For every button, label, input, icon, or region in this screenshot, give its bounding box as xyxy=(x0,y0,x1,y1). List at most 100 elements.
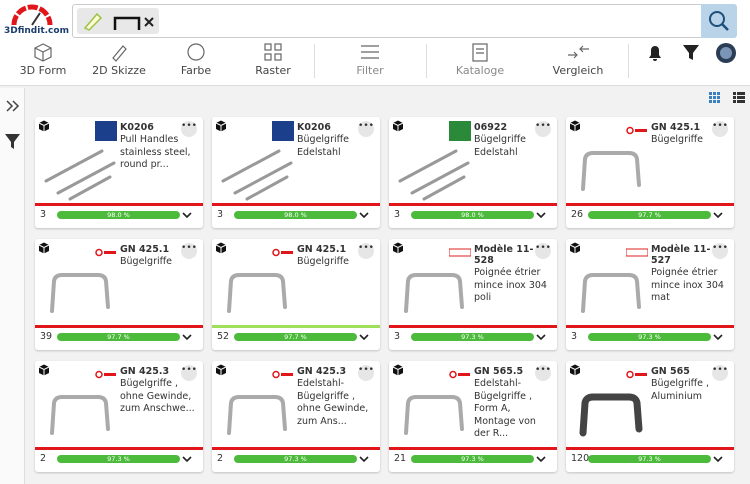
divider xyxy=(212,325,380,328)
part-number: GN 565.5 xyxy=(474,366,524,377)
product-image xyxy=(579,393,643,437)
shape-icon xyxy=(113,16,154,30)
brand-logo xyxy=(95,370,117,379)
variant-count: 26 xyxy=(571,209,584,220)
toolbar-button[interactable]: Farbe xyxy=(180,64,212,77)
result-card[interactable]: Modèle 11-527 Poignée étrier mince inox 3… xyxy=(566,239,734,350)
result-card[interactable]: GN 425.3 Edelstahl-Bügelgriffe , ohne Gew… xyxy=(212,361,380,472)
part-description: Bügelgriffe xyxy=(651,134,704,145)
sketch-chip[interactable] xyxy=(77,8,159,34)
match-bar: 98.0 % xyxy=(57,211,180,219)
result-card[interactable]: K0206 Pull Handles stainless steel, round… xyxy=(35,117,203,228)
result-card[interactable]: K0206 Bügelgriffe Edelstahl ••• 3 98.0 % xyxy=(212,117,380,228)
part-description: Poignée étrier mince inox 304 mat xyxy=(651,267,724,303)
result-card[interactable]: GN 425.1 Bügelgriffe ••• 26 97.7 % xyxy=(566,117,734,228)
expand-icon[interactable] xyxy=(358,210,370,220)
expand-icon[interactable] xyxy=(712,210,724,220)
part-number: GN 425.1 xyxy=(651,122,701,133)
result-card[interactable]: GN 565 Bügelgriffe , Aluminium ••• 120 97.3 … xyxy=(566,361,734,472)
expand-icon[interactable] xyxy=(535,332,547,342)
match-bar: 97.3 % xyxy=(411,455,534,463)
toolbar-button[interactable]: Vergleich xyxy=(552,64,604,77)
product-image xyxy=(404,273,464,313)
more-button[interactable]: ••• xyxy=(181,365,197,381)
variant-count: 2 xyxy=(217,453,224,464)
variant-count: 39 xyxy=(40,331,53,342)
toolbar-button[interactable]: Raster xyxy=(255,64,291,77)
more-button[interactable]: ••• xyxy=(712,365,728,381)
toolbar-button[interactable]: Kataloge xyxy=(455,64,505,77)
part-description: Bügelgriffe , ohne Gewinde, zum Anschwe.… xyxy=(120,378,195,414)
more-button[interactable]: ••• xyxy=(181,121,197,137)
expand-icon[interactable] xyxy=(358,332,370,342)
expand-icon[interactable] xyxy=(181,332,193,342)
part-description: Edelstahl-Bügelgriffe , Form A, Montage … xyxy=(474,378,536,439)
brand-logo xyxy=(449,121,471,141)
search-button[interactable] xyxy=(701,4,737,38)
part-number: GN 425.3 xyxy=(120,366,170,377)
toolbar-button[interactable]: 3D Form xyxy=(19,64,67,77)
product-image xyxy=(398,149,470,201)
toolbar-button[interactable]: 2D Skizze xyxy=(92,64,146,77)
divider xyxy=(566,325,734,328)
expand-icon[interactable] xyxy=(535,210,547,220)
match-bar: 97.3 % xyxy=(411,333,534,341)
cube-icon xyxy=(569,242,581,254)
expand-icon[interactable] xyxy=(712,332,724,342)
variant-count: 52 xyxy=(217,331,230,342)
more-button[interactable]: ••• xyxy=(712,121,728,137)
cube-icon xyxy=(392,364,404,376)
part-description: Bügelgriffe xyxy=(297,256,350,267)
more-button[interactable]: ••• xyxy=(712,243,728,259)
brand-logo xyxy=(95,248,117,257)
expand-icon[interactable] xyxy=(181,210,193,220)
variant-count: 3 xyxy=(40,209,47,220)
result-card[interactable]: GN 425.3 Bügelgriffe , ohne Gewinde, zum … xyxy=(35,361,203,472)
variant-count: 3 xyxy=(394,331,401,342)
match-bar: 98.0 % xyxy=(234,211,357,219)
result-card[interactable]: GN 425.1 Bügelgriffe ••• 39 97.7 % xyxy=(35,239,203,350)
part-number: 06922 xyxy=(474,122,508,133)
logo-text[interactable]: 3Dfindit.com xyxy=(4,26,69,36)
expand-icon[interactable] xyxy=(535,454,547,464)
toolbar-button[interactable]: Filter xyxy=(356,64,384,77)
variant-count: 3 xyxy=(571,331,578,342)
brand-logo xyxy=(626,248,648,257)
cube-icon xyxy=(569,120,581,132)
part-number: GN 565 xyxy=(651,366,690,377)
more-button[interactable]: ••• xyxy=(535,243,551,259)
part-description: Poignée étrier mince inox 304 poli xyxy=(474,267,547,303)
variant-count: 120 xyxy=(571,453,590,464)
cube-icon xyxy=(215,242,227,254)
more-button[interactable]: ••• xyxy=(358,243,374,259)
part-number: GN 425.1 xyxy=(297,244,347,255)
more-button[interactable]: ••• xyxy=(535,365,551,381)
part-number: Modèle 11-528 xyxy=(474,244,534,266)
brand-logo xyxy=(449,370,471,379)
divider xyxy=(566,203,734,206)
more-button[interactable]: ••• xyxy=(181,243,197,259)
result-card[interactable]: GN 565.5 Edelstahl-Bügelgriffe , Form A, … xyxy=(389,361,557,472)
search-icon xyxy=(709,11,729,31)
result-card[interactable]: Modèle 11-528 Poignée étrier mince inox 3… xyxy=(389,239,557,350)
more-button[interactable]: ••• xyxy=(358,365,374,381)
search-box[interactable] xyxy=(72,4,736,38)
brand-logo xyxy=(449,248,471,257)
product-image xyxy=(227,273,287,313)
cube-icon xyxy=(38,242,50,254)
variant-count: 2 xyxy=(40,453,47,464)
expand-icon[interactable] xyxy=(358,454,370,464)
brand-logo xyxy=(626,370,648,379)
divider xyxy=(35,447,203,450)
result-card[interactable]: GN 425.1 Bügelgriffe ••• 52 97.7 % xyxy=(212,239,380,350)
more-button[interactable]: ••• xyxy=(358,121,374,137)
divider xyxy=(212,447,380,450)
view-toggle[interactable] xyxy=(706,90,746,104)
part-description: Pull Handles stainless steel, round pr..… xyxy=(120,134,191,170)
match-bar: 97.3 % xyxy=(234,455,357,463)
expand-icon[interactable] xyxy=(712,454,724,464)
part-description: Edelstahl-Bügelgriffe , ohne Gewinde, zu… xyxy=(297,378,369,427)
expand-icon[interactable] xyxy=(181,454,193,464)
result-card[interactable]: 06922 Bügelgriffe Edelstahl ••• 3 98.0 % xyxy=(389,117,557,228)
more-button[interactable]: ••• xyxy=(535,121,551,137)
